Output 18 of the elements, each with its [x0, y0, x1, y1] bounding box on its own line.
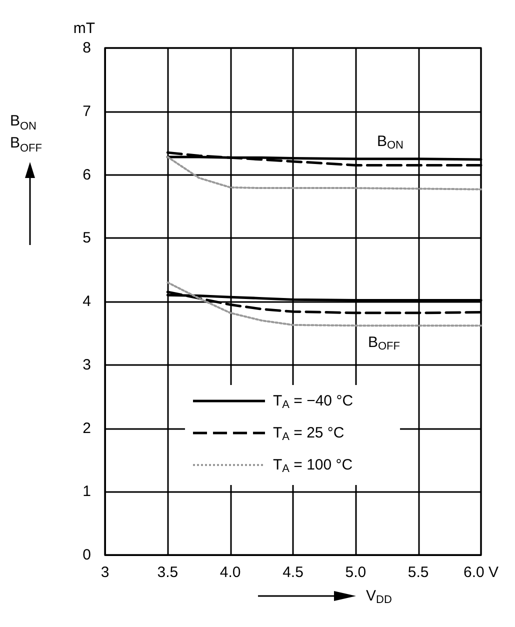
y-tick-label: 1: [82, 483, 91, 500]
y-tick-label: 5: [82, 230, 91, 247]
x-tick-label: 6.0 V: [463, 564, 499, 581]
x-tick-label: 5.0: [345, 564, 366, 581]
y-tick-label: 8: [82, 40, 91, 56]
y-tick-label: 7: [82, 102, 91, 120]
x-tick-label: 3.5: [157, 564, 178, 581]
x-tick-label: 5.5: [408, 564, 429, 581]
y-tick-label: 6: [82, 166, 91, 184]
y-tick-label: 3: [82, 356, 91, 374]
x-tick-label: 4.0: [220, 564, 241, 581]
text: mT: [73, 20, 95, 37]
y-tick-label: 0: [82, 546, 91, 564]
y-tick-label: 2: [82, 420, 91, 437]
y-tick-label: 4: [82, 293, 91, 310]
x-tick-label: 4.5: [282, 564, 304, 581]
line-series: [166, 156, 482, 190]
x-tick-label: 3: [100, 564, 110, 581]
